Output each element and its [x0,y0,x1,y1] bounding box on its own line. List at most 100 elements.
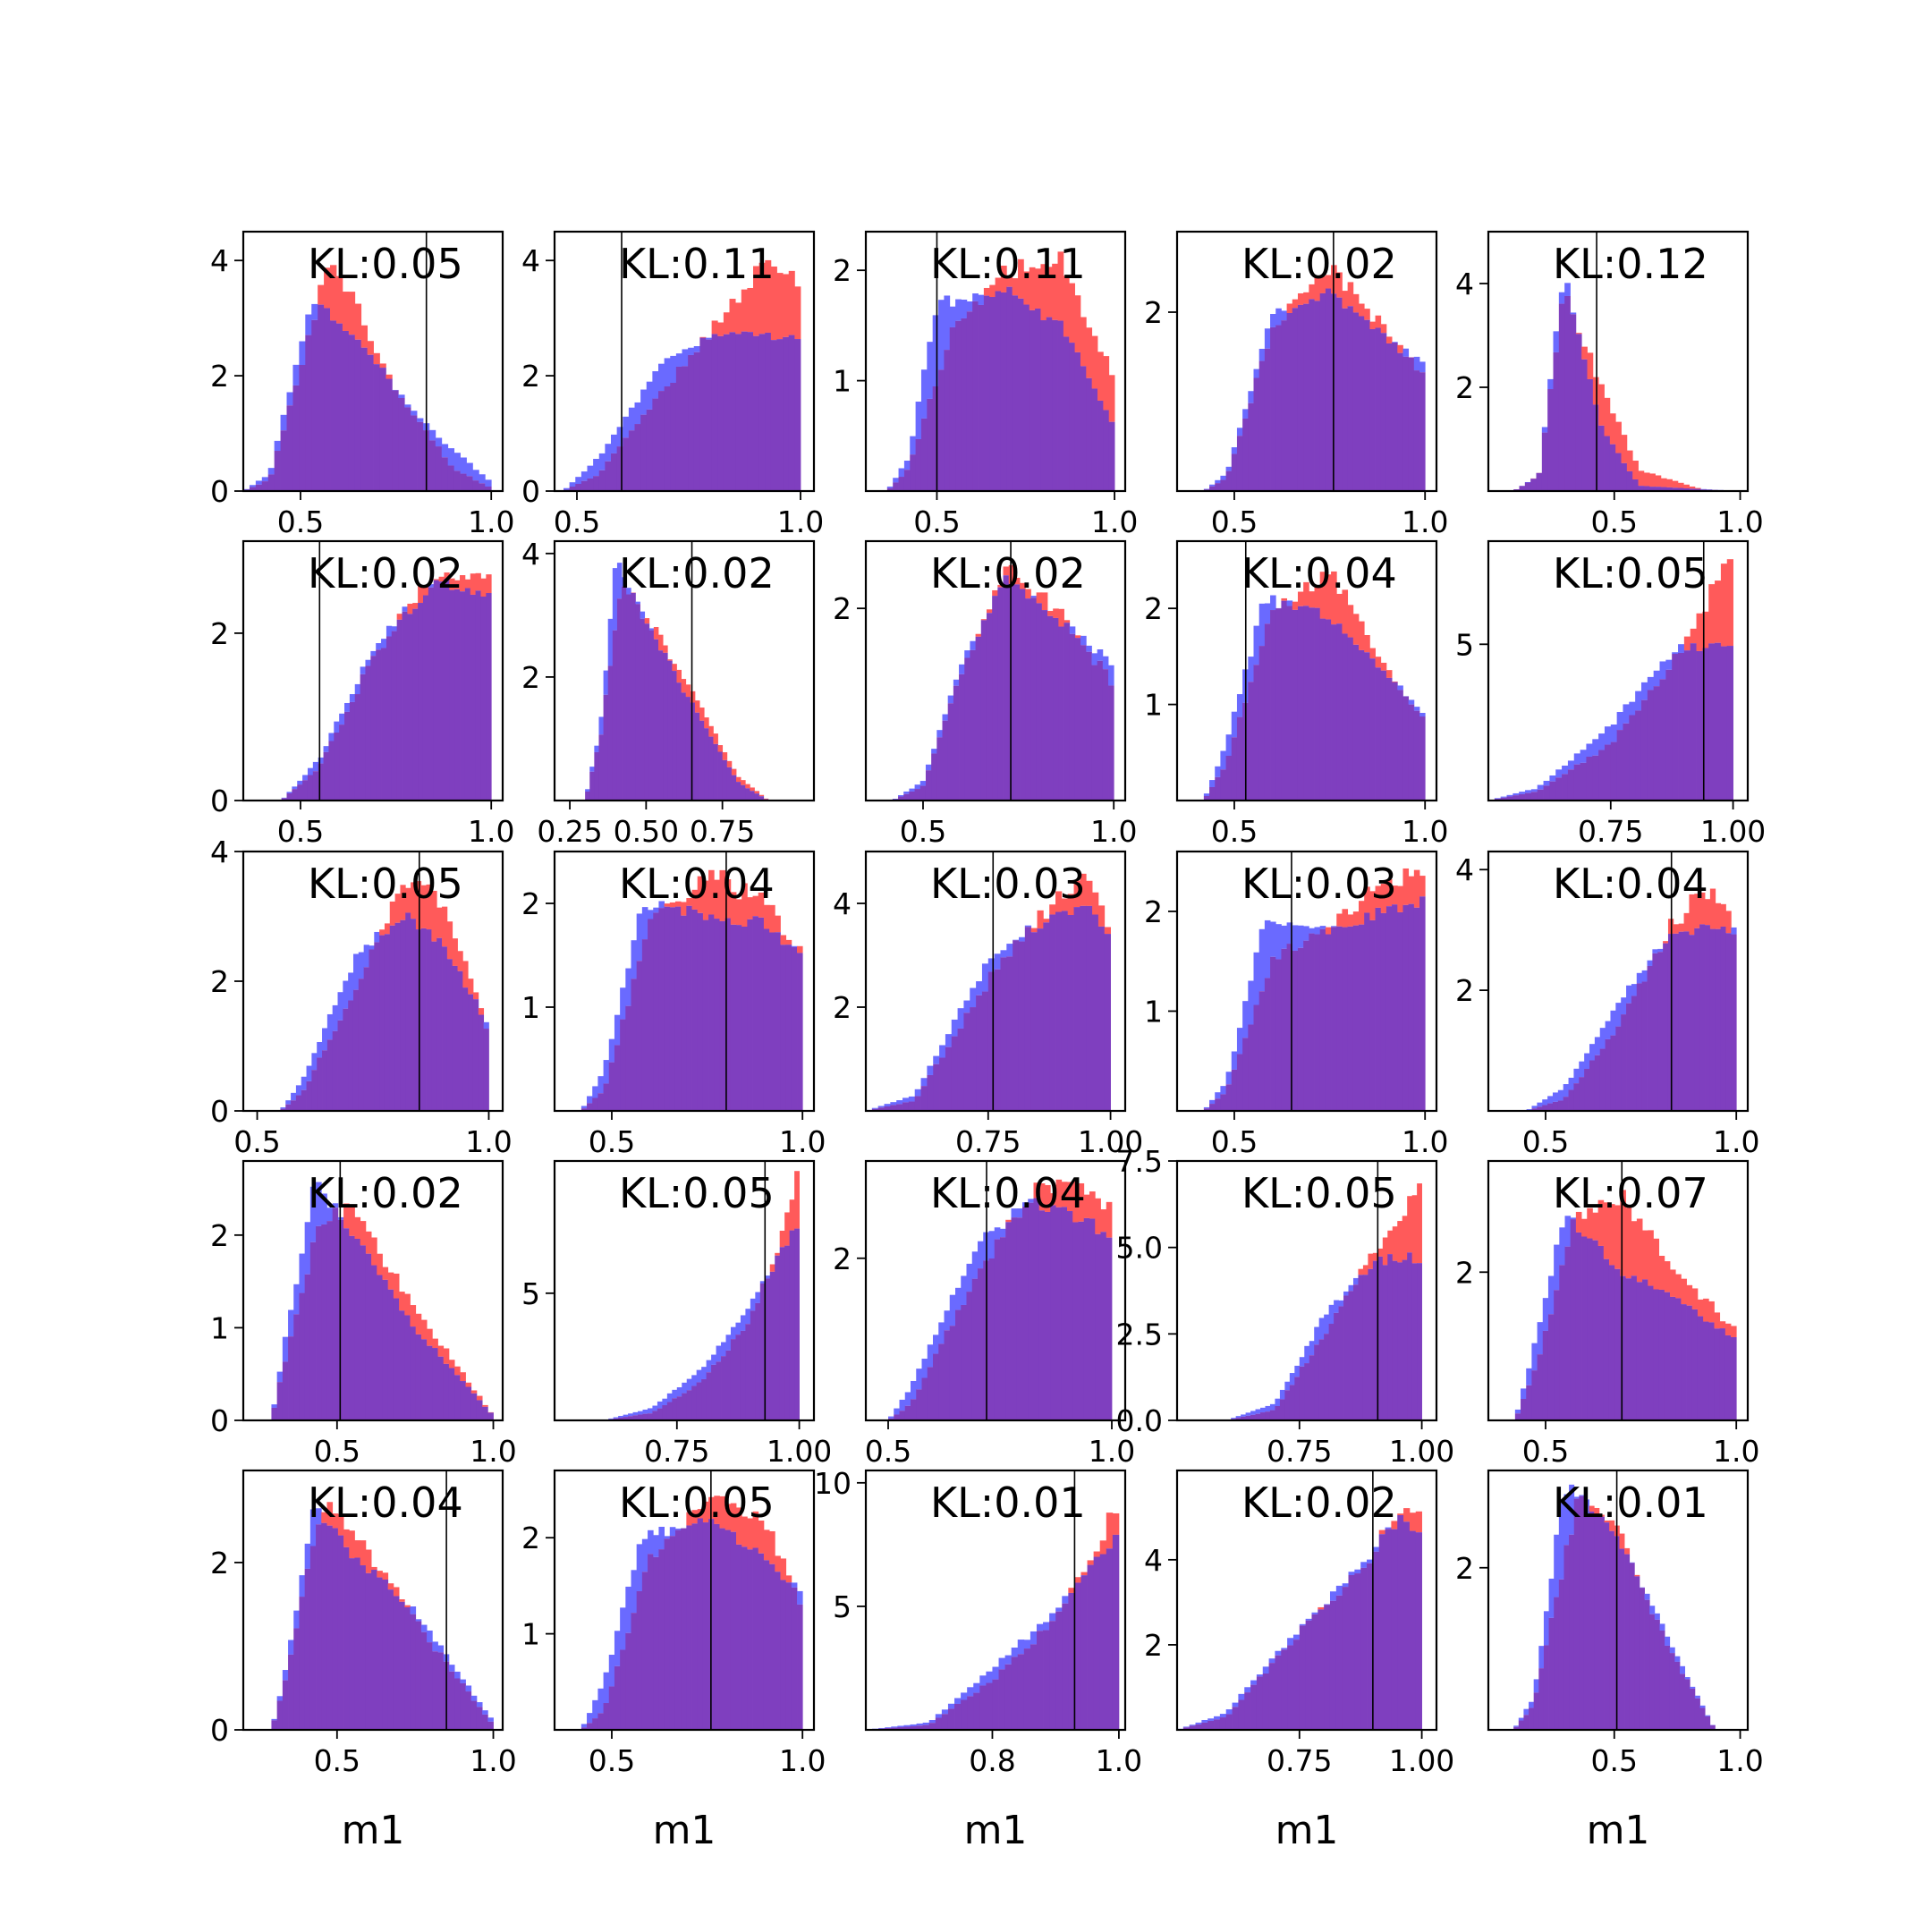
series-b-bar [978,294,985,305]
overlap-bar [702,1522,709,1730]
series-b-bar [987,958,996,972]
series-b-bar [1570,1217,1577,1220]
series-a-bar [1097,905,1106,927]
overlap-bar [324,308,331,491]
series-a-bar [722,752,728,760]
overlap-bar [1635,710,1642,801]
overlap-bar [763,928,770,1111]
overlap-bar [1408,704,1415,801]
overlap-bar [939,1057,946,1111]
series-a-bar [663,645,668,653]
series-b-bar [472,470,479,481]
series-a-bar [371,1237,377,1266]
series-a-bar [1359,303,1365,317]
overlap-bar [708,736,714,801]
overlap-bar [1690,1688,1696,1730]
overlap-bar [587,1723,593,1730]
series-b-bar [696,1369,702,1383]
series-a-bar [1402,868,1410,905]
series-a-bar [1415,1511,1422,1533]
overlap-bar [398,397,405,491]
series-b-bar [332,1004,338,1031]
series-b-bar [1258,928,1266,992]
series-a-bar [1309,284,1315,300]
overlap-bar [1562,774,1569,801]
overlap-bar [1182,1727,1191,1730]
series-b-bar [625,968,631,1006]
histogram-bars [892,564,1114,801]
overlap-bar [775,1255,781,1420]
overlap-bar [1715,642,1722,801]
overlap-bar [1050,1205,1056,1420]
overlap-bar [386,636,393,801]
series-b-bar [935,1714,943,1718]
overlap-bar [1074,352,1081,491]
overlap-bar [741,784,746,801]
series-a-bar [448,1360,455,1368]
overlap-bar [721,1356,726,1420]
overlap-bar [1699,924,1706,1111]
series-b-bar [640,611,646,619]
series-b-bar [281,797,287,799]
kl-annotation: KL:0.12 [1553,240,1708,288]
overlap-bar [1380,912,1387,1111]
overlap-bar [1553,352,1560,491]
series-b-bar [293,1284,300,1315]
series-b-bar [636,913,643,962]
overlap-bar [1215,776,1221,801]
series-a-bar [694,700,700,713]
overlap-bar [797,953,803,1111]
series-b-bar [740,1315,746,1331]
series-b-bar [420,1624,428,1632]
series-b-bar [316,1508,322,1525]
overlap-bar [1299,1366,1305,1420]
series-b-bar [344,702,351,712]
series-b-bar [910,436,917,455]
histogram-bars [888,1179,1113,1420]
overlap-bar [916,1389,922,1420]
series-b-bar [1028,1199,1034,1203]
overlap-bar [644,623,650,801]
series-b-bar [970,640,977,650]
series-a-bar [1012,278,1019,296]
series-b-bar [1258,603,1266,647]
overlap-bar [1419,716,1426,801]
overlap-bar [994,1239,1001,1420]
overlap-bar [1691,1309,1699,1420]
series-b-bar [447,448,455,466]
series-a-bar [482,1404,488,1407]
series-a-bar [1347,605,1354,638]
overlap-bar [1309,933,1315,1111]
series-a-bar [775,1555,781,1572]
series-a-bar [702,880,709,920]
overlap-bar [1720,926,1726,1111]
overlap-bar [616,598,623,801]
series-a-bar [672,664,677,672]
series-b-bar [402,606,408,612]
overlap-bar [1008,583,1015,801]
overlap-bar [1364,912,1370,1111]
series-b-bar [587,1096,593,1104]
overlap-bar [927,398,934,491]
y-tick-label: 1 [210,1310,229,1345]
series-b-bar [575,477,582,484]
overlap-bar [1708,1322,1715,1420]
series-b-bar [1547,378,1554,390]
overlap-bar [1201,1722,1208,1730]
overlap-bar [322,1050,328,1111]
overlap-bar [309,1241,317,1420]
series-b-bar [299,341,306,365]
overlap-bar [1270,610,1276,801]
overlap-bar [1265,1411,1271,1420]
overlap-bar [420,1631,428,1730]
overlap-bar [899,1411,906,1420]
overlap-bar [377,1275,383,1420]
overlap-bar [1359,316,1365,491]
overlap-bar [585,791,590,801]
overlap-bar [1413,710,1420,801]
overlap-bar [1599,1048,1606,1111]
overlap-bar [1665,669,1673,801]
series-b-bar [343,980,349,1009]
series-a-bar [1061,1182,1068,1208]
